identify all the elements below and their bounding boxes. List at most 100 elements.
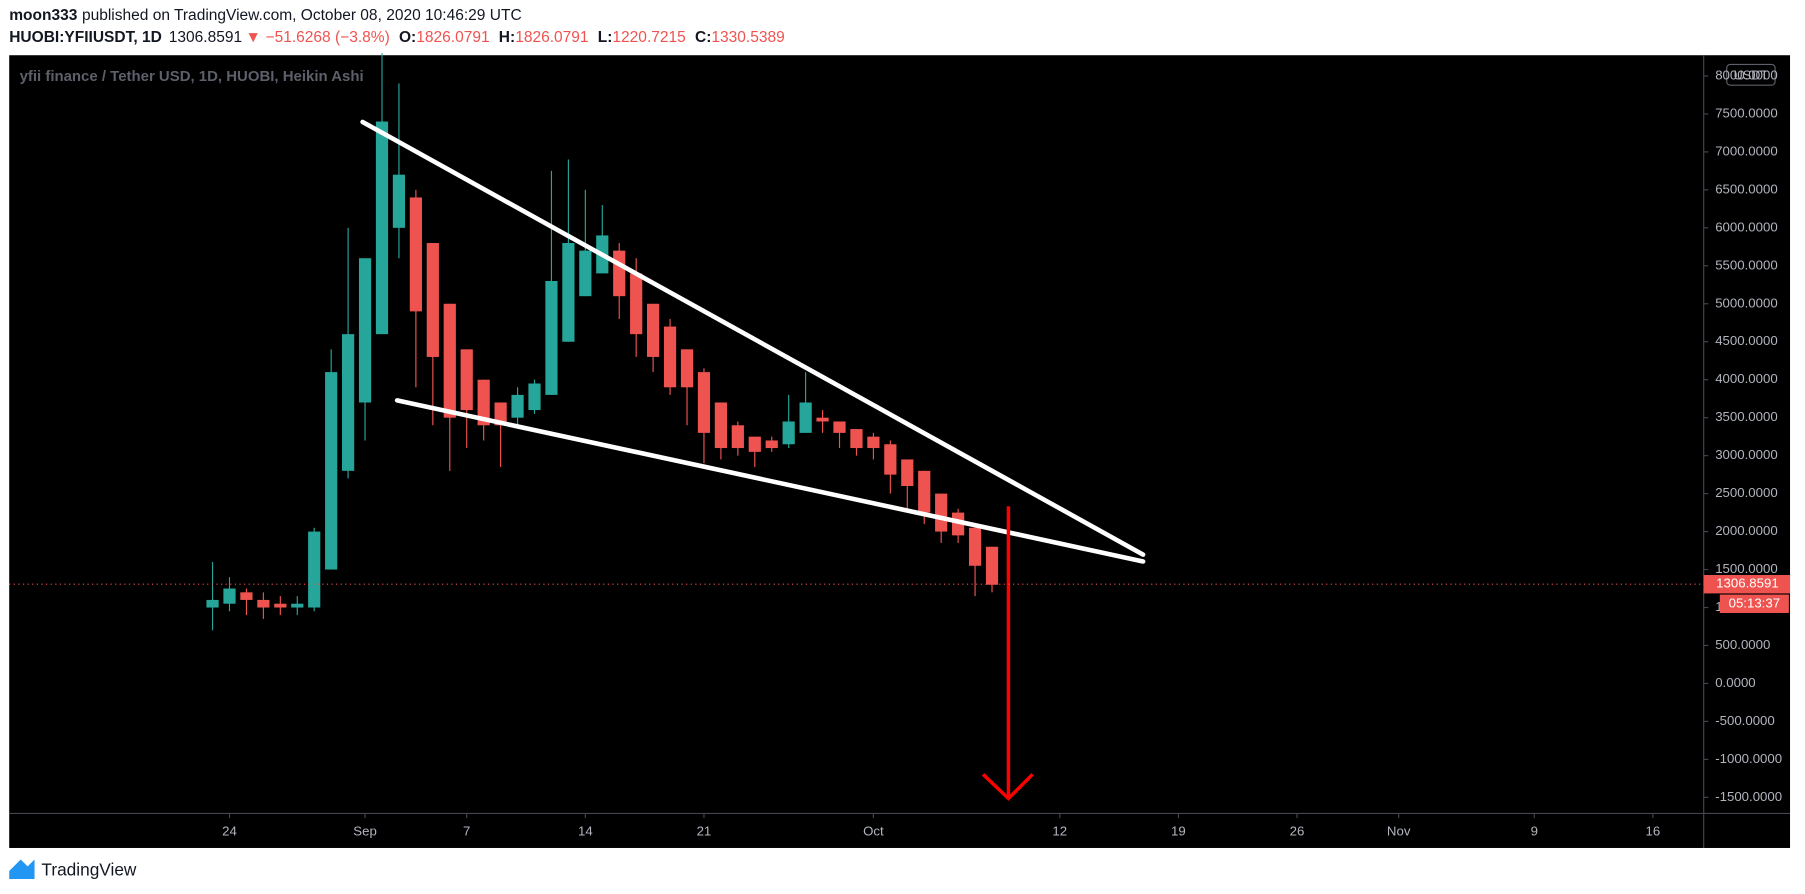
candle-body — [460, 349, 473, 411]
candle-body — [630, 273, 643, 335]
candle-body — [358, 258, 372, 403]
y-tick-label: 2000.0000 — [1715, 523, 1778, 538]
y-tick-label: -1500.0000 — [1715, 789, 1782, 804]
candle-body — [511, 394, 524, 418]
symbol-line: HUOBI:YFIIUSDT, 1D 1306.8591 ▼ −51.6268 (−3… — [9, 29, 785, 46]
ohlc-value: 1826.0791 — [416, 29, 489, 46]
candle-body — [782, 421, 795, 445]
candle-body — [680, 349, 694, 388]
x-tick-label: 14 — [578, 823, 593, 838]
candle-body — [257, 599, 270, 608]
last-price-label: 1306.8591 — [1716, 576, 1779, 591]
candle-body — [392, 174, 406, 228]
candle-body — [663, 326, 677, 388]
y-tick-label: 5000.0000 — [1715, 295, 1778, 310]
plot — [206, 53, 999, 631]
brand: TradingView — [41, 860, 136, 880]
candle-body — [731, 425, 744, 449]
candle-body — [545, 280, 558, 395]
x-tick-label: 21 — [697, 823, 712, 838]
arrow: ▼ — [246, 29, 261, 46]
candle-body — [528, 383, 541, 411]
candle-body — [223, 588, 236, 604]
candle-body — [867, 436, 880, 449]
x-tick-label: 16 — [1646, 823, 1661, 838]
x-tick-label: 24 — [222, 823, 237, 838]
y-tick-label: 1500.0000 — [1715, 561, 1778, 576]
y-tick-label: 6000.0000 — [1715, 219, 1778, 234]
candle-body — [562, 243, 575, 342]
x-tick-label: 9 — [1531, 823, 1538, 838]
candle-body — [375, 121, 389, 335]
y-tick-label: 2500.0000 — [1715, 485, 1778, 500]
candle-body — [308, 531, 321, 608]
symbol: HUOBI:YFIIUSDT, 1D — [9, 29, 162, 46]
published: published on TradingView.com, October 08… — [82, 7, 522, 24]
chart-legend: yfii finance / Tether USD, 1D, HUOBI, He… — [20, 68, 364, 85]
candle-body — [935, 493, 948, 532]
y-tick-label: 3000.0000 — [1715, 447, 1778, 462]
candle-body — [985, 546, 999, 585]
candle-body — [850, 429, 863, 449]
x-tick-label: 7 — [463, 823, 470, 838]
x-tick-label: 19 — [1171, 823, 1186, 838]
y-tick-label: 7000.0000 — [1715, 143, 1778, 158]
chart-background — [9, 55, 1791, 848]
candle-body — [884, 444, 897, 475]
candle-body — [901, 459, 914, 487]
y-tick-label: 500.0000 — [1715, 637, 1770, 652]
change: −51.6268 (−3.8%) — [266, 29, 390, 46]
x-tick-label: Nov — [1387, 823, 1411, 838]
candle-body — [443, 303, 456, 418]
candle-body — [833, 421, 846, 433]
countdown-label: 05:13:37 — [1729, 595, 1780, 610]
y-tick-label: 0.0000 — [1715, 675, 1755, 690]
footer: TradingView — [9, 859, 137, 880]
candle-body — [765, 440, 778, 449]
candle-body — [697, 372, 711, 433]
candle-body — [477, 379, 490, 426]
ohlc-value: 1330.5389 — [711, 29, 784, 46]
trend-line-lower — [394, 398, 1146, 564]
y-tick-label: -500.0000 — [1715, 713, 1775, 728]
candle-body — [342, 334, 355, 471]
ohlc-label: H: — [499, 29, 515, 46]
candle-body — [613, 250, 626, 297]
ohlc-label: O: — [399, 29, 416, 46]
x-tick-label: Sep — [353, 823, 377, 838]
ohlc-label: L: — [598, 29, 613, 46]
last-price-tag — [1703, 575, 1791, 594]
candle-body — [968, 527, 982, 566]
candle-body — [714, 402, 727, 449]
candle-body — [291, 603, 304, 608]
y-tick-label: 4500.0000 — [1715, 333, 1778, 348]
y-tick-label: -1000.0000 — [1715, 751, 1782, 766]
y-tick-label: 5500.0000 — [1715, 257, 1778, 272]
countdown-tag — [1719, 594, 1789, 613]
candle-body — [325, 372, 338, 570]
last: 1306.8591 — [169, 29, 242, 46]
ohlc-value: 1220.7215 — [612, 29, 685, 46]
y-tick-label: 6500.0000 — [1715, 181, 1778, 196]
candle-body — [952, 512, 965, 536]
author: moon333 — [9, 7, 78, 24]
y-tick-label: 4000.0000 — [1715, 371, 1778, 386]
currency-label: USDT — [1734, 68, 1769, 82]
candle-body — [748, 436, 761, 452]
candle-body — [274, 603, 287, 608]
x-tick-label: 12 — [1052, 823, 1067, 838]
ohlc-label: C: — [695, 29, 711, 46]
target-arrow-head — [981, 773, 1034, 801]
currency-badge[interactable] — [1726, 63, 1776, 86]
candle-body — [579, 250, 592, 297]
candle-body — [206, 599, 219, 608]
x-tick-label: Oct — [863, 823, 884, 838]
candle-body — [494, 402, 507, 426]
candle-body — [918, 470, 931, 513]
candle-body — [409, 197, 422, 312]
candle-body — [816, 417, 829, 422]
publish-line: moon333 published on TradingView.com, Oct… — [9, 7, 521, 24]
candle-body — [426, 243, 439, 357]
y-tick-label: 8000.0000 — [1715, 67, 1778, 82]
